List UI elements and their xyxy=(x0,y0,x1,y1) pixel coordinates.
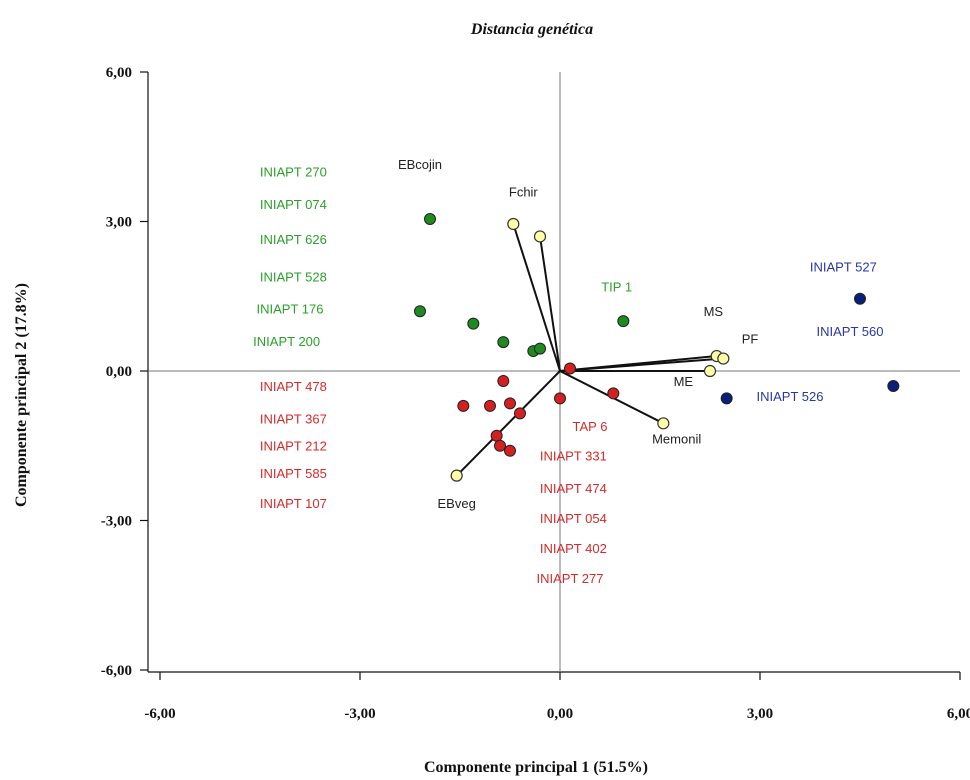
x-tick-label: -3,00 xyxy=(344,706,375,722)
y-tick-label: 3,00 xyxy=(106,215,132,231)
point-labels: Fchir MS PF ME Memonil EBveg EBcojin INIAPT 270… xyxy=(253,157,883,586)
data-point xyxy=(607,387,620,400)
loading-vector-end xyxy=(533,230,547,243)
genotype-label: TAP 6 xyxy=(573,419,608,434)
vector-label: MS xyxy=(704,304,724,319)
y-ticks: 6,00 3,00 0,00 -3,00 -6,00 xyxy=(101,65,148,679)
data-point xyxy=(534,342,546,355)
genotype-label: INIAPT 176 xyxy=(257,302,324,317)
vector-label: EBcojin xyxy=(398,157,442,172)
genotype-label: INIAPT 212 xyxy=(260,439,327,454)
x-axis-label: Componente principal 1 (51.5%) xyxy=(424,759,648,776)
loading-vector-line xyxy=(455,370,561,477)
genotype-label: INIAPT 528 xyxy=(260,269,327,284)
genotype-label: INIAPT 277 xyxy=(537,571,604,586)
y-axis-label: Componente principal 2 (17.8%) xyxy=(13,283,30,507)
loading-vector-end xyxy=(507,217,520,231)
genotype-label: INIAPT 054 xyxy=(540,511,607,526)
y-tick-label: 0,00 xyxy=(106,364,132,380)
data-point xyxy=(554,392,566,405)
data-point xyxy=(564,362,576,375)
loading-vector-line xyxy=(539,236,561,372)
loading-vector-end xyxy=(657,417,670,430)
data-point xyxy=(497,374,510,387)
genotype-label: INIAPT 200 xyxy=(253,334,320,349)
data-point xyxy=(484,399,496,412)
x-tick-label: 0,00 xyxy=(547,706,573,722)
y-tick-label: -3,00 xyxy=(101,514,132,530)
genotype-label: INIAPT 107 xyxy=(260,496,327,511)
genotype-label: INIAPT 402 xyxy=(540,541,607,556)
data-point xyxy=(514,407,526,420)
data-point xyxy=(720,392,733,405)
data-point xyxy=(854,292,866,305)
loading-vector-line xyxy=(559,357,724,372)
data-point xyxy=(467,317,480,330)
genotype-label: INIAPT 585 xyxy=(260,466,327,481)
genotype-label: INIAPT 478 xyxy=(260,379,327,394)
data-point xyxy=(457,399,470,412)
loading-vector-end xyxy=(450,469,463,482)
data-point xyxy=(494,439,506,452)
loading-vectors xyxy=(455,223,724,477)
data-point xyxy=(490,429,503,442)
vector-label: EBveg xyxy=(438,496,476,511)
data-point xyxy=(887,379,900,392)
genotype-label: INIAPT 526 xyxy=(757,389,824,404)
genotype-label: INIAPT 270 xyxy=(260,165,327,180)
genotype-label: INIAPT 560 xyxy=(817,324,884,339)
x-tick-label: 3,00 xyxy=(747,706,773,722)
loading-vector-end xyxy=(703,364,717,378)
genotype-label: INIAPT 074 xyxy=(260,197,327,212)
vector-label: ME xyxy=(674,374,694,389)
chart-title: Distancia genética xyxy=(470,21,593,38)
data-point xyxy=(617,315,630,328)
genotype-label: INIAPT 331 xyxy=(540,449,607,464)
vector-label: Fchir xyxy=(509,185,539,200)
loading-vector-end xyxy=(717,352,730,365)
genotype-label: INIAPT 527 xyxy=(810,259,877,274)
loading-vector-line xyxy=(512,223,561,372)
vector-label: PF xyxy=(742,332,759,347)
data-point xyxy=(414,305,426,318)
data-point xyxy=(497,336,510,349)
x-ticks: -6,00 -3,00 0,00 3,00 6,00 xyxy=(144,672,970,722)
genotype-label: INIAPT 474 xyxy=(540,481,607,496)
y-tick-label: -6,00 xyxy=(101,663,132,679)
genotype-label: TIP 1 xyxy=(601,279,632,294)
data-point xyxy=(504,444,516,457)
y-tick-label: 6,00 xyxy=(106,65,132,81)
genotype-label: INIAPT 367 xyxy=(260,411,327,426)
genotype-label: INIAPT 626 xyxy=(260,232,327,247)
data-point xyxy=(424,213,436,226)
x-tick-label: 6,00 xyxy=(947,706,970,722)
x-tick-label: -6,00 xyxy=(144,706,175,722)
data-points xyxy=(414,213,900,482)
data-point xyxy=(504,397,516,410)
vector-label: Memonil xyxy=(652,431,701,446)
